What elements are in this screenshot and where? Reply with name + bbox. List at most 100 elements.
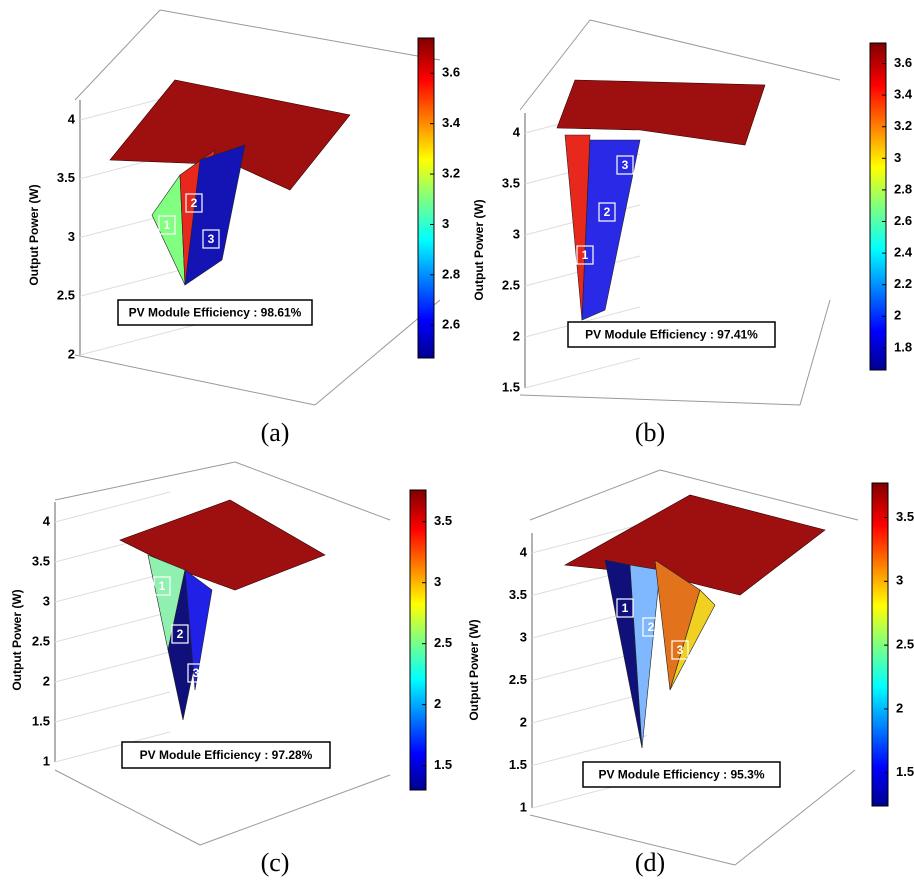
marker-box [642,617,660,637]
marker-box [576,245,594,265]
marker-box [616,598,634,618]
annotation-box [117,299,313,326]
box-edge [54,461,236,501]
z-tick-label: 2 [68,346,75,361]
z-grid [54,611,171,643]
z-tick-label: 1.5 [509,757,527,772]
z-grid [54,491,171,523]
annotation-box [121,741,331,769]
colorbar [869,42,887,371]
colorbar-tick-label: 1.5 [896,764,914,779]
caption: (d) [635,848,665,877]
marker-box [185,193,203,213]
z-grid [54,731,171,763]
surface-dip [669,589,716,691]
marker-label: 1 [159,579,166,593]
caption: (a) [261,418,290,447]
colorbar-tick-label: 1.5 [434,757,452,772]
colorbar-tick-label: 3.6 [894,55,912,70]
box-edge [74,9,161,101]
annotation-box [582,761,781,788]
z-grid [531,735,648,766]
z-tick-label: 1.5 [32,713,50,728]
z-tick-label: 3.5 [502,175,520,190]
colorbar-tick-label: 2 [894,308,901,323]
colorbar-tick-label: 3.6 [442,65,460,80]
panel: 1.5 2 2.5 3 3.5 4 Output Power (W) 1 2 3 PV Module… [472,19,913,447]
box-edge [529,814,736,866]
colorbar-tick-label: 2.8 [442,266,460,281]
box-edge [74,354,316,406]
colorbar-tick-label: 3 [442,216,449,231]
box-edge [659,469,859,521]
surface-dip [184,144,246,286]
z-grid [531,522,648,554]
box-edge [529,469,661,521]
colorbar [417,37,435,359]
colorbar [409,489,427,791]
z-tick-label: 4 [68,111,76,126]
box-edge [234,461,391,521]
z-grid [79,265,196,297]
marker-label: 3 [622,158,629,172]
marker-box [598,202,616,222]
colorbar-tick-label: 2.4 [894,245,913,260]
z-tick-label: 3 [43,593,50,608]
box-edge [799,299,831,406]
box-edge [589,19,841,81]
colorbar-tick-label: 2.2 [894,276,912,291]
colorbar-tick-label: 2 [434,696,441,711]
colorbar-tick-label: 3.2 [894,118,912,133]
marker-label: 1 [164,218,171,232]
caption: (b) [635,418,665,447]
colorbar-tick-label: 2.5 [434,635,452,650]
surface-top [556,79,766,146]
colorbar-tick-label: 3 [434,574,441,589]
marker-label: 2 [648,620,655,634]
marker-box [153,576,171,596]
marker-label: 2 [177,627,184,641]
z-tick-label: 2.5 [32,633,50,648]
colorbar-tick-label: 3.2 [442,166,460,181]
panel: 1 1.5 2 2.5 3 3.5 4 Output Power (W) 1 2 3 PV Modul… [10,461,452,877]
surface-top [564,494,826,596]
z-tick-label: 3 [520,629,527,644]
marker-label: 1 [582,248,589,262]
marker-box [671,640,689,660]
panel: 1 1.5 2 2.5 3 3.5 4 Output Power (W) 1 2 3 PV Modul… [467,469,914,877]
colorbar-tick-label: 2 [896,700,903,715]
annotation-box [567,321,776,348]
caption: (c) [261,848,290,877]
colorbar-tick-label: 3.5 [434,513,452,528]
colorbar-tick-label: 3.5 [896,509,914,524]
colorbar-tick-label: 2.8 [894,181,912,196]
z-tick-label: 2.5 [509,672,527,687]
marker-label: 3 [677,643,684,657]
colorbar-tick-label: 2.6 [894,213,912,228]
box-edge [159,9,441,61]
z-axis-label: Output Power (W) [467,619,481,720]
z-axis-label: Output Power (W) [10,589,24,690]
colorbar-tick-label: 3.4 [442,115,461,130]
z-tick-label: 3.5 [57,170,75,185]
colorbar [871,482,889,807]
box-edge [54,769,201,846]
marker-label: 1 [622,601,629,615]
z-grid [54,571,171,603]
z-tick-label: 2 [520,714,527,729]
colorbar-tick-label: 2.6 [442,317,460,332]
annotation: PV Module Efficiency : 95.3% [598,768,764,782]
z-tick-label: 4 [43,513,51,528]
z-grid [531,692,648,724]
marker-box [187,663,205,683]
box-edge [199,774,391,846]
marker-box [616,155,634,175]
colorbar-tick-label: 2.5 [896,637,914,652]
box-edge [519,394,801,406]
colorbar-tick-label: 1.8 [894,339,912,354]
surface-dip [184,569,213,691]
z-axis-label: Output Power (W) [27,184,41,285]
z-tick-label: 2.5 [57,288,75,303]
marker-label: 3 [193,666,200,680]
